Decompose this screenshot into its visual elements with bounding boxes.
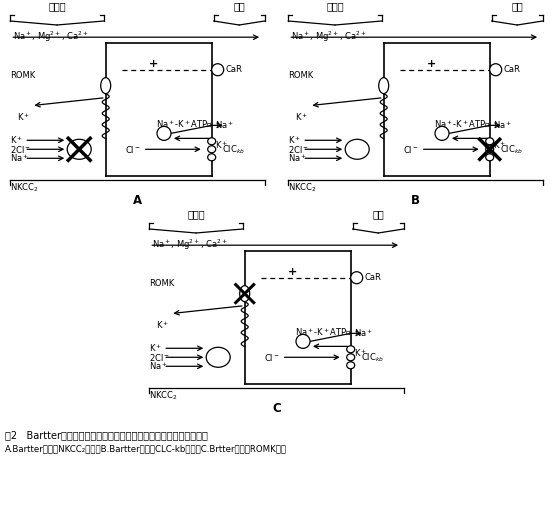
Text: Na$^+$: Na$^+$ bbox=[150, 361, 168, 372]
Text: Na$^+$-K$^+$ATP酶: Na$^+$-K$^+$ATP酶 bbox=[434, 119, 492, 130]
Ellipse shape bbox=[208, 154, 216, 161]
Text: Na$^+$: Na$^+$ bbox=[289, 152, 307, 164]
Text: Na$^+$, Mg$^{2+}$, Ca$^{2+}$: Na$^+$, Mg$^{2+}$, Ca$^{2+}$ bbox=[291, 30, 366, 45]
Text: A: A bbox=[133, 194, 142, 207]
Text: Na$^+$: Na$^+$ bbox=[354, 327, 373, 339]
Text: B: B bbox=[411, 194, 420, 207]
Ellipse shape bbox=[486, 146, 494, 153]
Text: Cl$^-$: Cl$^-$ bbox=[264, 352, 280, 363]
Text: 血液: 血液 bbox=[373, 209, 384, 219]
Ellipse shape bbox=[157, 126, 171, 141]
Ellipse shape bbox=[486, 154, 494, 161]
Text: C: C bbox=[272, 402, 281, 415]
Text: 2Cl$^-$: 2Cl$^-$ bbox=[150, 352, 170, 363]
Ellipse shape bbox=[490, 64, 502, 76]
Text: NKCC$_2$: NKCC$_2$ bbox=[11, 182, 39, 194]
Ellipse shape bbox=[208, 146, 216, 153]
Text: NKCC$_2$: NKCC$_2$ bbox=[289, 182, 317, 194]
Text: K$^+$: K$^+$ bbox=[295, 112, 308, 123]
Text: Cl$^-$: Cl$^-$ bbox=[403, 144, 419, 155]
Text: 血液: 血液 bbox=[234, 1, 245, 11]
Text: Na$^+$: Na$^+$ bbox=[493, 120, 512, 131]
Text: +: + bbox=[427, 58, 436, 69]
Text: 血液: 血液 bbox=[512, 1, 523, 11]
Text: +: + bbox=[149, 58, 158, 69]
Ellipse shape bbox=[347, 346, 355, 353]
Ellipse shape bbox=[379, 77, 389, 94]
Text: ROMK: ROMK bbox=[150, 279, 175, 288]
Text: K$^+$: K$^+$ bbox=[289, 134, 301, 146]
Text: CaR: CaR bbox=[365, 273, 381, 282]
Text: CaR: CaR bbox=[226, 65, 242, 74]
Text: A.Bartter综合征NKCC₂突变；B.Bartter综合征CLC-kb突变；C.Brtter综合征ROMK突变: A.Bartter综合征NKCC₂突变；B.Bartter综合征CLC-kb突变… bbox=[5, 444, 287, 453]
Text: Na$^+$, Mg$^{2+}$, Ca$^{2+}$: Na$^+$, Mg$^{2+}$, Ca$^{2+}$ bbox=[13, 30, 88, 45]
Ellipse shape bbox=[345, 140, 369, 159]
Text: K$^+$: K$^+$ bbox=[17, 112, 30, 123]
Text: Cl$^-$: Cl$^-$ bbox=[125, 144, 141, 155]
Text: K$^+$: K$^+$ bbox=[11, 134, 23, 146]
Ellipse shape bbox=[208, 138, 216, 145]
Text: 小管腔: 小管腔 bbox=[187, 209, 205, 219]
Text: Na$^+$-K$^+$ATP酶: Na$^+$-K$^+$ATP酶 bbox=[295, 327, 353, 338]
Text: +: + bbox=[288, 267, 297, 277]
Ellipse shape bbox=[486, 138, 494, 145]
Text: ROMK: ROMK bbox=[289, 71, 314, 80]
Ellipse shape bbox=[206, 347, 230, 367]
Ellipse shape bbox=[67, 140, 91, 159]
Text: Na$^+$, Mg$^{2+}$, Ca$^{2+}$: Na$^+$, Mg$^{2+}$, Ca$^{2+}$ bbox=[152, 238, 227, 252]
Text: Na$^+$-K$^+$ATP酶: Na$^+$-K$^+$ATP酶 bbox=[156, 119, 214, 130]
Ellipse shape bbox=[296, 334, 310, 348]
Text: K$^+$: K$^+$ bbox=[493, 140, 506, 151]
Text: ROMK: ROMK bbox=[11, 71, 36, 80]
Ellipse shape bbox=[101, 77, 111, 94]
Ellipse shape bbox=[351, 272, 363, 284]
Ellipse shape bbox=[212, 64, 224, 76]
Text: ClC$_{kb}$: ClC$_{kb}$ bbox=[361, 351, 384, 364]
Text: 图2   Bartter综合征髓袢升支粗段上皮细胞离子载体，通道蛋白突变。: 图2 Bartter综合征髓袢升支粗段上皮细胞离子载体，通道蛋白突变。 bbox=[5, 430, 208, 440]
Text: ClC$_{kb}$: ClC$_{kb}$ bbox=[222, 143, 245, 155]
Text: 小管腔: 小管腔 bbox=[326, 1, 344, 11]
Ellipse shape bbox=[240, 286, 250, 302]
Text: Na$^+$: Na$^+$ bbox=[215, 120, 234, 131]
Text: K$^+$: K$^+$ bbox=[156, 320, 169, 331]
Ellipse shape bbox=[347, 354, 355, 361]
Text: Na$^+$: Na$^+$ bbox=[11, 152, 29, 164]
Ellipse shape bbox=[347, 362, 355, 369]
Text: 小管腔: 小管腔 bbox=[48, 1, 66, 11]
Text: ClC$_{kb}$: ClC$_{kb}$ bbox=[500, 143, 523, 155]
Ellipse shape bbox=[435, 126, 449, 141]
Text: K$^+$: K$^+$ bbox=[215, 140, 228, 151]
Text: 2Cl$^-$: 2Cl$^-$ bbox=[11, 144, 31, 155]
Text: K$^+$: K$^+$ bbox=[150, 343, 162, 354]
Text: NKCC$_2$: NKCC$_2$ bbox=[150, 390, 178, 402]
Text: K$^+$: K$^+$ bbox=[354, 347, 367, 359]
Text: 2Cl$^-$: 2Cl$^-$ bbox=[289, 144, 309, 155]
Text: CaR: CaR bbox=[504, 65, 520, 74]
